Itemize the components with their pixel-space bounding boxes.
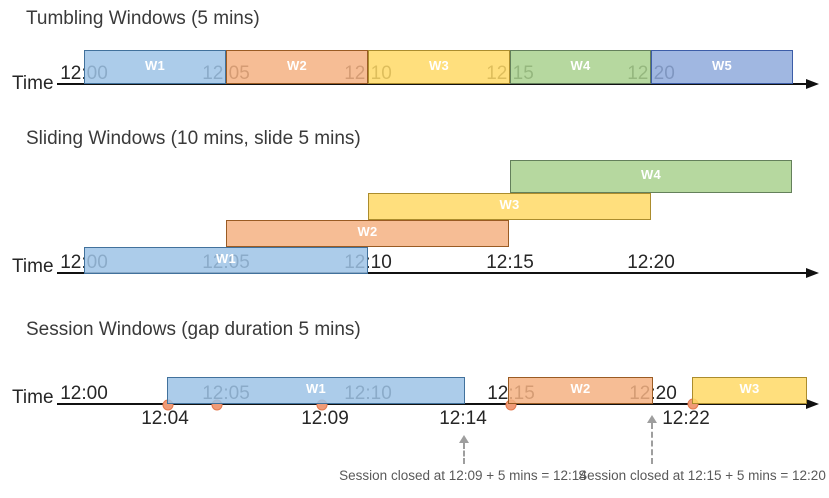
tumbling-window-w3-label: W3 [428, 57, 450, 73]
session-close-arrow-icon-2 [647, 415, 657, 464]
tumbling-window-w2-label: W2 [286, 57, 308, 73]
session-window-w2-label: W2 [570, 381, 591, 396]
sliding-section-title: Sliding Windows (10 mins, slide 5 mins) [26, 128, 361, 149]
tumbling-window-w5: W5 [651, 50, 793, 84]
sliding-window-w3: W3 [368, 193, 651, 220]
tumbling-timeline-arrowhead-icon [806, 79, 819, 89]
session-window-w2: W2 [508, 377, 653, 404]
arrow-dashed-tail [463, 443, 465, 464]
arrow-up-head-icon [459, 435, 469, 443]
session-window-w3-label: W3 [739, 381, 760, 396]
sliding-window-w1-label: W1 [215, 251, 237, 266]
session-close-annotation-1: Session closed at 12:09 + 5 mins = 12:14 [339, 468, 587, 483]
session-tick-1200: 12:00 [60, 383, 108, 404]
session-window-w1: W1 [167, 377, 465, 404]
tumbling-window-w1-label: W1 [144, 57, 166, 73]
tumbling-time-axis-label: Time [12, 73, 54, 94]
session-window-w1-label: W1 [305, 381, 327, 396]
event-time-label-1209: 12:09 [301, 408, 349, 429]
session-timeline-arrowhead-icon [806, 399, 819, 409]
session-close-annotation-2: Session closed at 12:15 + 5 mins = 12:20 [578, 468, 826, 483]
event-time-label-1204: 12:04 [141, 408, 189, 429]
tumbling-window-w5-label: W5 [711, 57, 733, 73]
tumbling-window-w4-label: W4 [570, 57, 591, 73]
tumbling-window-w2: W2 [226, 50, 368, 84]
sliding-window-w4-label: W4 [640, 167, 662, 182]
sliding-window-w1: W1 [84, 247, 368, 274]
event-time-label-1214: 12:14 [439, 408, 487, 429]
sliding-tick-1220: 12:20 [627, 252, 675, 273]
event-time-label-1222: 12:22 [662, 408, 710, 429]
tumbling-section-title: Tumbling Windows (5 mins) [26, 8, 260, 29]
session-timeline [57, 403, 806, 405]
arrow-up-head-icon [647, 415, 657, 423]
sliding-window-w4: W4 [510, 160, 792, 193]
session-window-w3: W3 [692, 377, 807, 404]
sliding-timeline [57, 272, 806, 274]
tumbling-window-w3: W3 [368, 50, 510, 84]
session-close-arrow-icon-1 [459, 435, 469, 464]
tumbling-window-w1: W1 [84, 50, 226, 84]
tumbling-window-w4: W4 [510, 50, 651, 84]
sliding-tick-1215: 12:15 [486, 252, 534, 273]
session-time-axis-label: Time [12, 387, 54, 408]
arrow-dashed-tail [651, 423, 653, 464]
session-section-title: Session Windows (gap duration 5 mins) [26, 319, 361, 340]
sliding-time-axis-label: Time [12, 256, 54, 277]
sliding-window-w2: W2 [226, 220, 509, 247]
sliding-timeline-arrowhead-icon [806, 268, 819, 278]
sliding-window-w3-label: W3 [499, 197, 520, 212]
tumbling-timeline [57, 83, 806, 85]
sliding-window-w2-label: W2 [357, 224, 378, 239]
